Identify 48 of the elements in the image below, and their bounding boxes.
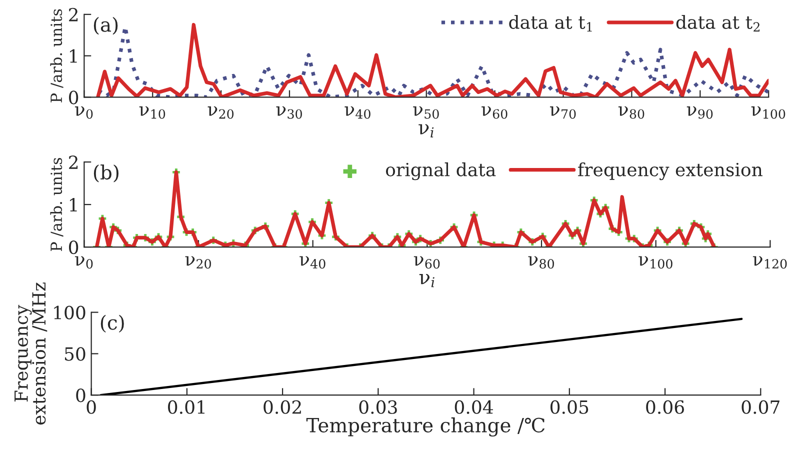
legend-label: orignal data <box>386 162 496 180</box>
x-axis-title: ν$_{i}$ <box>418 124 434 138</box>
x-tick-label: 0.05 <box>550 400 588 414</box>
y-tick-label: 0 <box>76 388 86 402</box>
x-tick-label: ν$_{120}$ <box>752 256 787 269</box>
x-tick-label: 0 <box>86 400 96 414</box>
x-tick-label: ν$_{100}$ <box>638 256 672 269</box>
x-tick-label: ν$_{60}$ <box>414 256 440 269</box>
x-axis-title: Temperature change /℃ <box>306 417 545 437</box>
annotation: (a) <box>94 16 118 35</box>
x-tick-label: ν$_{80}$ <box>618 106 644 119</box>
y-tick-label: 100 <box>54 306 86 320</box>
y-axis-title: P /arb. units <box>50 9 64 102</box>
y-tick-label: 0 <box>69 90 78 104</box>
legend-label: data at t$_{2}$ <box>676 14 760 32</box>
y-tick-label: 50 <box>65 347 86 361</box>
x-tick-label: ν$_{90}$ <box>686 106 713 119</box>
x-tick-label: 0.07 <box>742 400 780 414</box>
x-tick-label: 0.03 <box>359 400 397 414</box>
legend-label: data at t$_{1}$ <box>509 14 592 32</box>
legend-label: frequency extension <box>578 162 762 180</box>
y-tick-label: 1 <box>70 49 77 63</box>
x-tick-label: ν$_{20}$ <box>208 106 234 119</box>
x-tick-label: ν$_{40}$ <box>344 106 370 119</box>
x-tick-label: ν$_{20}$ <box>185 256 211 269</box>
y-axis-title: Frequency extension /MHz <box>14 282 48 425</box>
x-tick-label: ν$_{60}$ <box>482 106 508 119</box>
x-axis-title: ν$_{i}$ <box>419 274 434 288</box>
x-tick-label: ν$_{80}$ <box>528 256 554 269</box>
y-tick-label: 0 <box>69 240 78 254</box>
annotation: (c) <box>100 314 124 333</box>
x-tick-label: ν$_{0}$ <box>74 256 93 269</box>
y-axis-title: P /arb. units <box>50 158 64 252</box>
x-tick-label: ν$_{100}$ <box>751 106 786 119</box>
x-tick-label: 0.01 <box>168 400 204 414</box>
x-tick-label: ν$_{50}$ <box>413 106 439 119</box>
x-tick-label: 0.02 <box>264 400 301 414</box>
y-tick-label: 2 <box>69 155 78 169</box>
x-tick-label: ν$_{10}$ <box>139 106 166 119</box>
x-tick-label: 0.04 <box>454 400 493 414</box>
x-tick-label: ν$_{70}$ <box>550 106 576 119</box>
y-tick-label: 1 <box>70 198 77 212</box>
x-tick-label: 0.06 <box>646 400 684 414</box>
x-tick-label: ν$_{40}$ <box>300 256 326 269</box>
y-tick-label: 2 <box>69 8 78 22</box>
annotation: (b) <box>94 164 118 182</box>
x-tick-label: ν$_{0}$ <box>74 106 93 119</box>
x-tick-label: ν$_{30}$ <box>276 106 302 119</box>
